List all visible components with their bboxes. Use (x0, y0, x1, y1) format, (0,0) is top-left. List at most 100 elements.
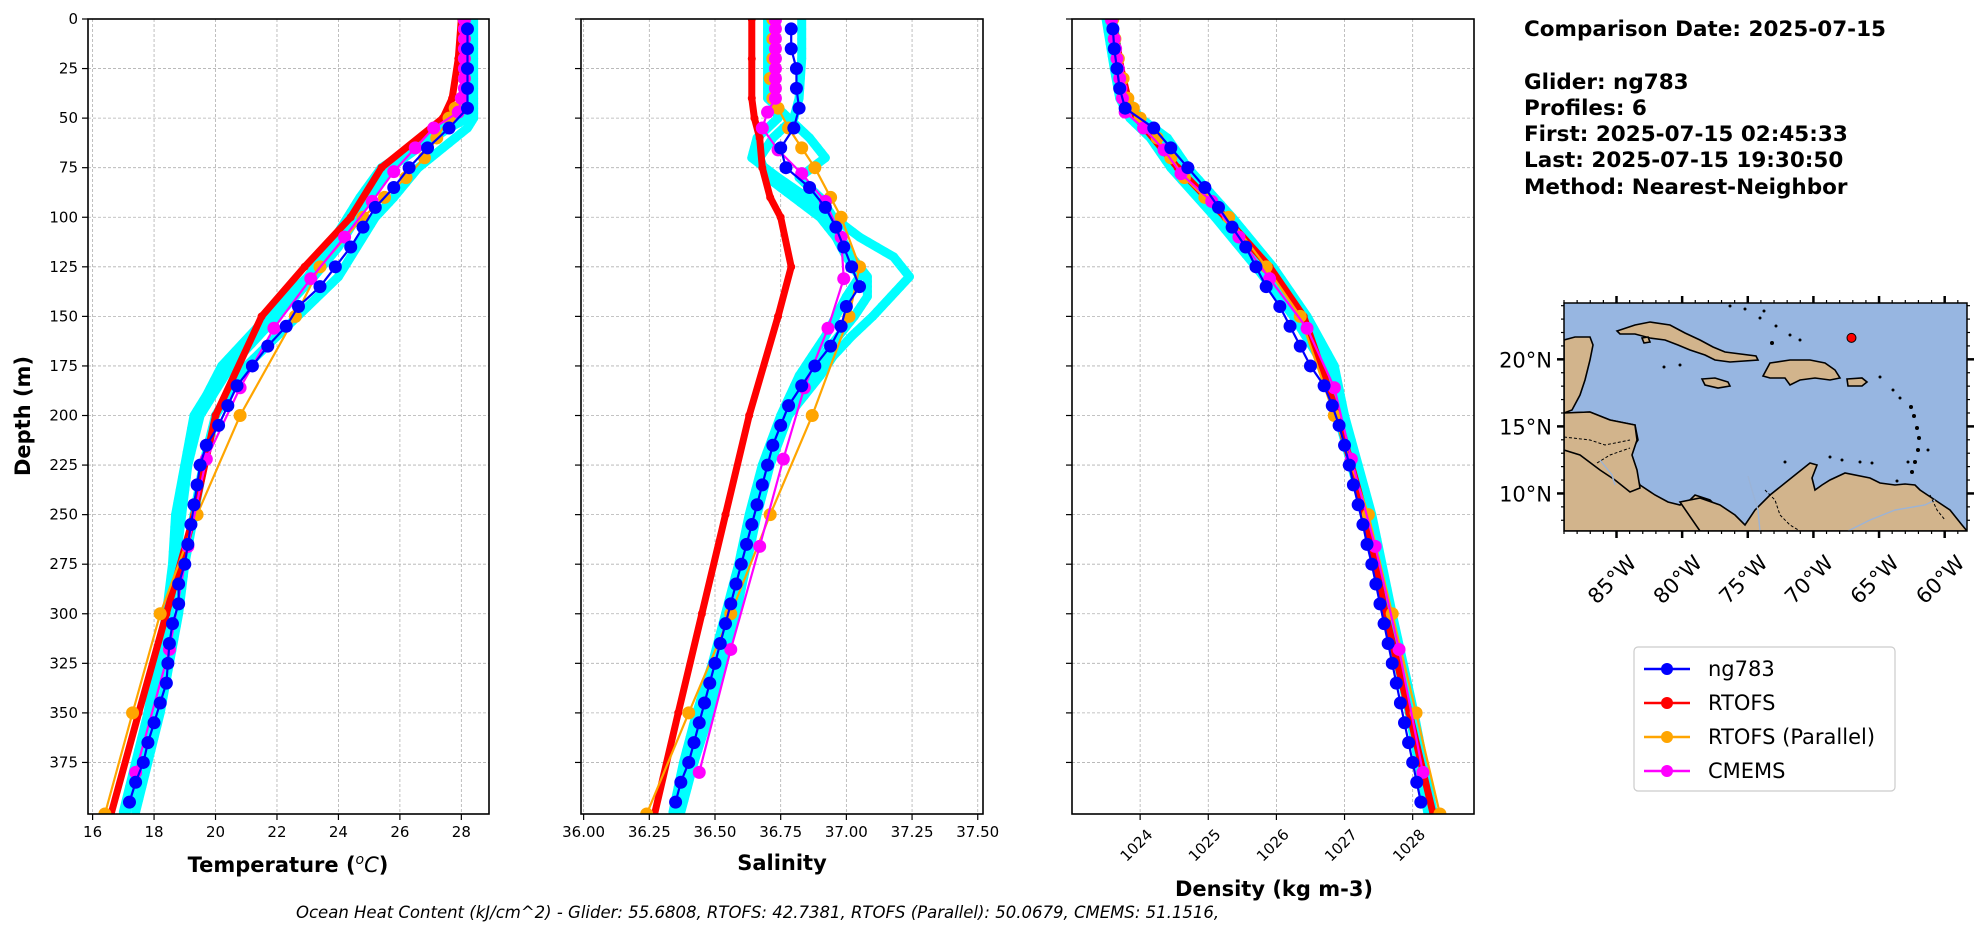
glider-point (1410, 775, 1424, 789)
cmems-point (454, 91, 468, 105)
first-time: First: 2025-07-15 02:45:33 (1524, 122, 1848, 147)
glider-point (829, 220, 843, 234)
glider-point (159, 676, 173, 690)
glider-profile-point (1360, 485, 1370, 495)
glider-profile-point (820, 153, 830, 163)
glider-profile-point (444, 138, 454, 148)
glider-point (1377, 617, 1391, 631)
legend-marker-swatch (1661, 731, 1673, 743)
glider-line (1111, 28, 1422, 803)
glider-point (1181, 161, 1195, 175)
salinity-x-tick-label: 36.50 (694, 823, 737, 841)
temperature-y-tick-label: 375 (49, 753, 78, 771)
temperature-y-tick-label: 150 (49, 307, 78, 325)
salinity-series (640, 19, 914, 814)
method: Method: Nearest-Neighbor (1524, 175, 1848, 200)
glider-name: Glider: ng783 (1524, 70, 1689, 95)
rtofs_parallel-point (842, 309, 856, 323)
temperature-x-ticks: 16 18 20 22 24 26 28 (83, 814, 471, 841)
rtofs_parallel-point (640, 807, 654, 814)
rtofs_parallel-point (1433, 807, 1447, 814)
glider-point (787, 121, 801, 135)
salinity-x-label: Salinity (737, 851, 827, 875)
cmems-line (134, 19, 466, 773)
rtofs_parallel-point (1293, 309, 1307, 323)
temperature-x-tick-label: 20 (206, 823, 225, 841)
glider-point (1293, 339, 1307, 353)
temperature-y-tick-label: 225 (49, 456, 78, 474)
cmems-point (1327, 381, 1341, 395)
map-borders (1563, 436, 1946, 532)
degree-superscript: o (356, 852, 365, 868)
glider-point (245, 359, 259, 373)
cmems-point (768, 71, 782, 85)
salinity-x-tick-label: 37.50 (956, 823, 999, 841)
cmems-point (821, 321, 835, 335)
glider-point (795, 379, 809, 393)
density-y-ticks (1066, 18, 1072, 764)
rtofs-point (774, 312, 783, 321)
map-lat-label: 10°N (1499, 482, 1552, 506)
legend-item-rtofs_parallel: RTOFS (Parallel) (1644, 725, 1875, 749)
glider-profile-point (287, 287, 297, 297)
rtofs_parallel-point (808, 161, 822, 175)
glider-profile-point (724, 634, 734, 644)
rtofs-point (745, 411, 754, 420)
glider-point (368, 200, 382, 214)
glider-profile-point (326, 279, 336, 289)
density-series (1101, 19, 1447, 814)
rtofs_parallel-point (795, 141, 809, 155)
temperature-x-tick-label: 24 (329, 823, 348, 841)
rtofs_parallel-point (126, 706, 140, 720)
comparison-date: Comparison Date: 2025-07-15 (1524, 17, 1886, 42)
glider-profile-point (795, 73, 805, 83)
temperature-y-tick-label: 275 (49, 555, 78, 573)
glider-point (122, 795, 136, 809)
ocean-heat-content-caption: Ocean Heat Content (kJ/cm^2) - Glider: 5… (296, 903, 1219, 922)
cmems-point (1416, 765, 1430, 779)
glider-point (1356, 518, 1370, 532)
rtofs-point (747, 94, 756, 103)
temperature-y-tick-label: 125 (49, 258, 78, 276)
glider-profile-point (205, 383, 215, 393)
cmems-point (768, 32, 782, 46)
density-axes-frame (1071, 18, 1475, 815)
salinity-y-ticks (575, 18, 581, 764)
glider-point (1338, 438, 1352, 452)
glider-profile-point (224, 354, 234, 364)
map-small-islands (1662, 304, 1930, 483)
cmems-point (761, 105, 775, 119)
temperature-y-tick-label: 50 (59, 109, 78, 127)
glider-point (1381, 637, 1395, 651)
glider-point (460, 22, 474, 36)
glider-point (1406, 755, 1420, 769)
glider-point (687, 736, 701, 750)
glider-point (187, 498, 201, 512)
temperature-y-tick-label: 0 (68, 10, 78, 28)
glider-profile-point (171, 510, 181, 520)
glider-profile-point (780, 178, 790, 188)
glider-point (460, 42, 474, 56)
cmems-point (768, 62, 782, 76)
temperature-y-tick-label: 75 (59, 159, 78, 177)
glider-profile-point (715, 671, 725, 681)
temperature-x-tick-label: 18 (145, 823, 164, 841)
glider-profile-point (1332, 373, 1342, 383)
info-block: Comparison Date: 2025-07-15 Glider: ng78… (1524, 17, 1886, 200)
legend-label: RTOFS (1708, 691, 1775, 715)
glider-profile-point (747, 153, 757, 163)
glider-point (291, 299, 305, 313)
density-x-tick-label: 1025 (1185, 826, 1225, 866)
glider-profile-point (189, 411, 199, 421)
rtofs_parallel-point (682, 706, 696, 720)
cmems-point (776, 452, 790, 466)
glider-profile-point (303, 301, 313, 311)
rtofs-point (377, 163, 386, 172)
glider-profile-point (370, 212, 380, 222)
cmems-point (768, 52, 782, 66)
glider-point (141, 736, 155, 750)
legend-box (1633, 646, 1896, 792)
map-lon-label: 75°W (1714, 551, 1772, 609)
glider-point (387, 181, 401, 195)
legend-item-cmems: CMEMS (1644, 759, 1786, 783)
